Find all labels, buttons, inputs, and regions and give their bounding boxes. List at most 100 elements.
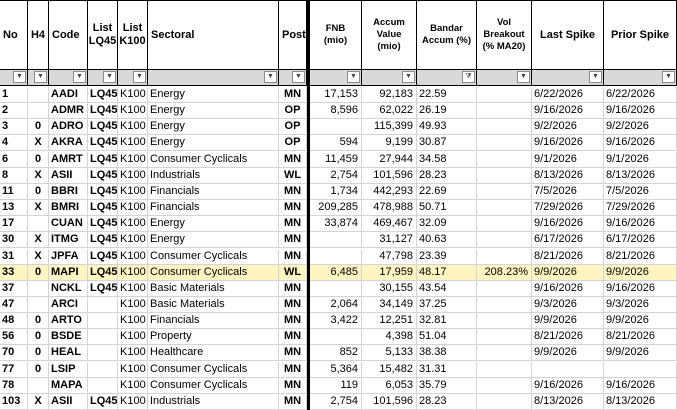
cell-k100[interactable]: K100 [118, 183, 148, 200]
cell-sectoral[interactable]: Basic Materials [148, 280, 279, 297]
table-row[interactable]: 8 X ASII LQ45 K100 Industrials WL 2,754 … [0, 167, 677, 184]
cell-no[interactable]: 3 [0, 119, 28, 136]
table-row[interactable]: 2 ADMR LQ45 K100 Energy OP 8,596 62,022 … [0, 103, 677, 120]
header-sectoral[interactable]: Sectoral [148, 0, 279, 69]
cell-h4[interactable] [28, 377, 49, 394]
cell-accum-value[interactable]: 101,596 [362, 393, 417, 410]
cell-accum-value[interactable]: 34,149 [362, 296, 417, 313]
cell-lq45[interactable]: LQ45 [88, 167, 118, 184]
cell-bandar-accum[interactable]: 51.04 [417, 329, 477, 346]
cell-h4[interactable]: 0 [28, 361, 49, 378]
cell-last-spike[interactable]: 9/16/2026 [532, 216, 604, 233]
cell-no[interactable]: 33 [0, 264, 28, 281]
cell-bandar-accum[interactable]: 30.87 [417, 135, 477, 152]
cell-sectoral[interactable]: Consumer Cyclicals [148, 377, 279, 394]
cell-post[interactable]: MN [279, 329, 307, 346]
cell-accum-value[interactable]: 62,022 [362, 103, 417, 120]
chevron-down-icon[interactable]: ▼ [589, 71, 602, 83]
cell-post[interactable]: MN [279, 232, 307, 249]
cell-vol-breakout[interactable] [477, 119, 532, 136]
cell-vol-breakout[interactable]: 208.23% [477, 264, 532, 281]
cell-accum-value[interactable]: 12,251 [362, 313, 417, 330]
cell-lq45[interactable]: LQ45 [88, 280, 118, 297]
cell-prior-spike[interactable]: 8/21/2026 [604, 329, 677, 346]
cell-code[interactable]: BBRI [49, 183, 88, 200]
cell-vol-breakout[interactable] [477, 216, 532, 233]
cell-no[interactable]: 47 [0, 296, 28, 313]
table-row[interactable]: 77 0 LSIP K100 Consumer Cyclicals MN 5,3… [0, 361, 677, 378]
cell-bandar-accum[interactable]: 31.31 [417, 361, 477, 378]
cell-bandar-accum[interactable]: 35.79 [417, 377, 477, 394]
cell-vol-breakout[interactable] [477, 167, 532, 184]
cell-code[interactable]: ASII [49, 393, 88, 410]
cell-sectoral[interactable]: Industrials [148, 393, 279, 410]
cell-lq45[interactable] [88, 313, 118, 330]
table-row[interactable]: 33 0 MAPI LQ45 K100 Consumer Cyclicals W… [0, 264, 677, 281]
cell-no[interactable]: 56 [0, 329, 28, 346]
cell-no[interactable]: 17 [0, 216, 28, 233]
cell-sectoral[interactable]: Consumer Cyclicals [148, 361, 279, 378]
cell-lq45[interactable]: LQ45 [88, 87, 118, 103]
cell-k100[interactable]: K100 [118, 393, 148, 410]
table-row[interactable]: 31 X JPFA LQ45 K100 Consumer Cyclicals M… [0, 248, 677, 265]
cell-bandar-accum[interactable]: 40.63 [417, 232, 477, 249]
cell-h4[interactable]: 0 [28, 329, 49, 346]
cell-accum-value[interactable]: 442,293 [362, 183, 417, 200]
cell-last-spike[interactable]: 9/1/2026 [532, 151, 604, 168]
cell-k100[interactable]: K100 [118, 329, 148, 346]
header-code[interactable]: Code [49, 0, 88, 69]
cell-post[interactable]: MN [279, 393, 307, 410]
cell-accum-value[interactable]: 4,398 [362, 329, 417, 346]
cell-bandar-accum[interactable]: 34.58 [417, 151, 477, 168]
chevron-down-icon[interactable]: ▼ [347, 71, 360, 83]
cell-code[interactable]: ITMG [49, 232, 88, 249]
table-row[interactable]: 103 X ASII LQ45 K100 Industrials MN 2,75… [0, 393, 677, 410]
cell-fnb[interactable]: 6,485 [310, 264, 362, 281]
cell-last-spike[interactable]: 8/13/2026 [532, 393, 604, 410]
header-prior-spike[interactable]: Prior Spike [604, 0, 677, 69]
cell-lq45[interactable]: LQ45 [88, 103, 118, 120]
cell-vol-breakout[interactable] [477, 151, 532, 168]
cell-sectoral[interactable]: Financials [148, 183, 279, 200]
cell-prior-spike[interactable]: 9/16/2026 [604, 377, 677, 394]
cell-fnb[interactable]: 209,285 [310, 200, 362, 216]
cell-last-spike[interactable]: 9/16/2026 [532, 135, 604, 152]
cell-post[interactable]: MN [279, 183, 307, 200]
cell-h4[interactable]: X [28, 248, 49, 265]
cell-lq45[interactable]: LQ45 [88, 151, 118, 168]
cell-last-spike[interactable]: 8/21/2026 [532, 329, 604, 346]
cell-bandar-accum[interactable]: 28.23 [417, 393, 477, 410]
cell-k100[interactable]: K100 [118, 200, 148, 216]
cell-no[interactable]: 4 [0, 135, 28, 152]
header-post[interactable]: Post [279, 0, 307, 69]
cell-fnb[interactable]: 2,754 [310, 393, 362, 410]
cell-h4[interactable]: 0 [28, 313, 49, 330]
cell-k100[interactable]: K100 [118, 119, 148, 136]
cell-no[interactable]: 13 [0, 200, 28, 216]
cell-sectoral[interactable]: Consumer Cyclicals [148, 264, 279, 281]
cell-code[interactable]: AADI [49, 87, 88, 103]
header-lq45[interactable]: List LQ45 [88, 0, 118, 69]
cell-last-spike[interactable]: 7/5/2026 [532, 183, 604, 200]
cell-last-spike[interactable]: 9/16/2026 [532, 377, 604, 394]
table-row[interactable]: 70 0 HEAL K100 Healthcare MN 852 5,133 3… [0, 345, 677, 362]
cell-lq45[interactable]: LQ45 [88, 183, 118, 200]
cell-prior-spike[interactable]: 9/1/2026 [604, 151, 677, 168]
cell-k100[interactable]: K100 [118, 280, 148, 297]
chevron-down-icon[interactable]: ▼ [13, 71, 26, 83]
cell-fnb[interactable]: 2,064 [310, 296, 362, 313]
cell-prior-spike[interactable]: 8/13/2026 [604, 393, 677, 410]
cell-bandar-accum[interactable]: 37.25 [417, 296, 477, 313]
cell-h4[interactable] [28, 87, 49, 103]
table-row[interactable]: 30 X ITMG LQ45 K100 Energy MN 31,127 40.… [0, 232, 677, 249]
cell-bandar-accum[interactable]: 22.69 [417, 183, 477, 200]
cell-fnb[interactable] [310, 248, 362, 265]
cell-prior-spike[interactable]: 8/21/2026 [604, 248, 677, 265]
cell-vol-breakout[interactable] [477, 329, 532, 346]
cell-fnb[interactable]: 852 [310, 345, 362, 362]
cell-h4[interactable] [28, 280, 49, 297]
cell-vol-breakout[interactable] [477, 135, 532, 152]
cell-lq45[interactable]: LQ45 [88, 393, 118, 410]
header-h4[interactable]: H4 [28, 0, 49, 69]
table-row[interactable]: 11 0 BBRI LQ45 K100 Financials MN 1,734 … [0, 183, 677, 200]
